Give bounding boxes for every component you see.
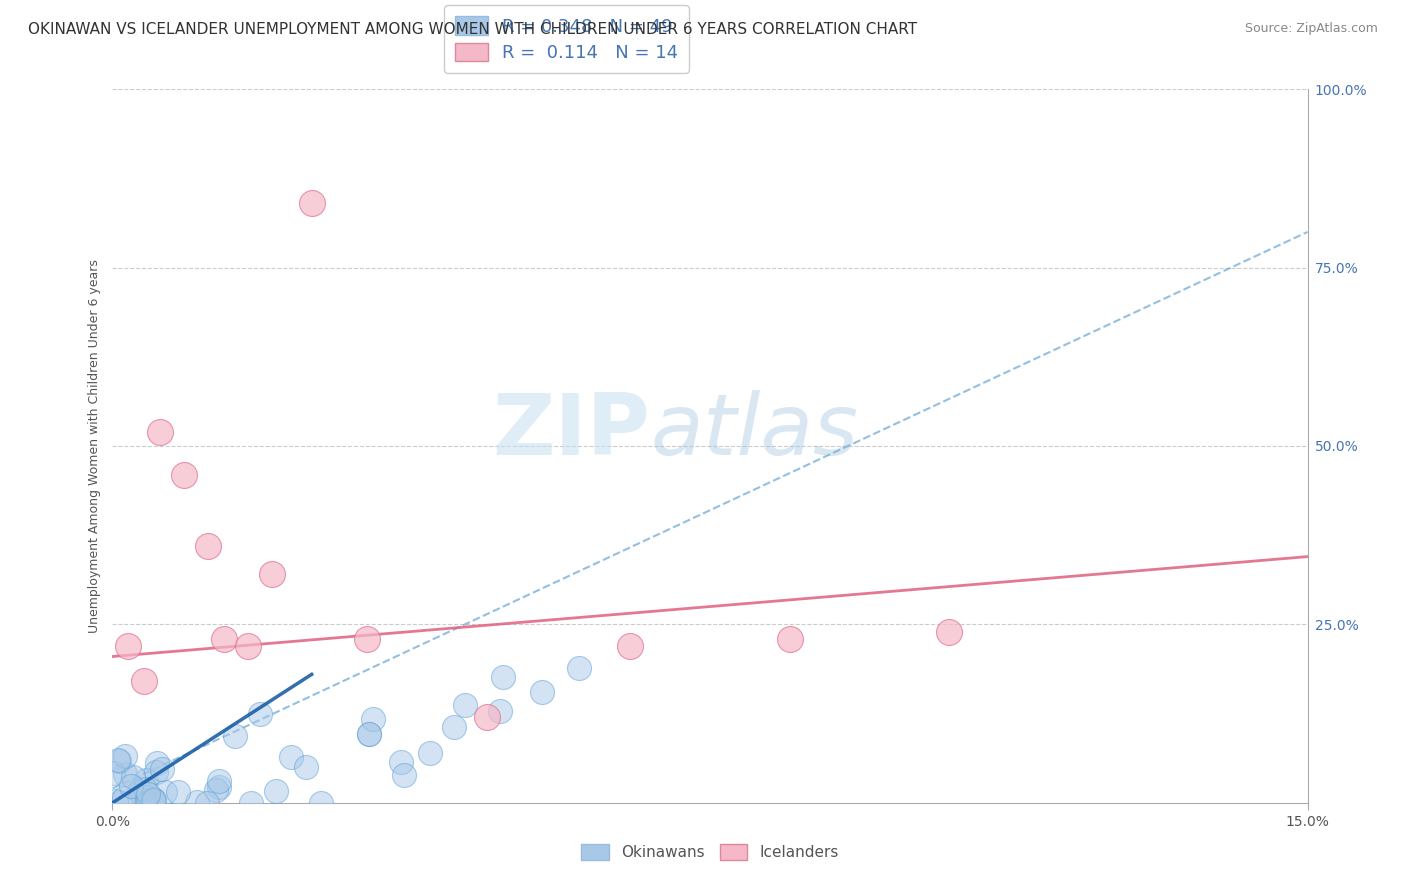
Point <box>107 753 129 767</box>
Point <box>134 674 156 689</box>
Point <box>389 755 412 769</box>
Text: ZIP: ZIP <box>492 390 651 474</box>
Point <box>454 698 477 713</box>
Point <box>443 720 465 734</box>
Point <box>112 791 135 805</box>
Point <box>135 772 157 787</box>
Point <box>359 727 381 741</box>
Point <box>280 749 302 764</box>
Point <box>779 632 801 646</box>
Text: atlas: atlas <box>651 390 858 474</box>
Point <box>224 729 246 743</box>
Point <box>309 796 332 810</box>
Point <box>143 793 166 807</box>
Point <box>205 783 228 797</box>
Point <box>145 765 167 780</box>
Point <box>260 567 283 582</box>
Text: OKINAWAN VS ICELANDER UNEMPLOYMENT AMONG WOMEN WITH CHILDREN UNDER 6 YEARS CORRE: OKINAWAN VS ICELANDER UNEMPLOYMENT AMONG… <box>28 22 917 37</box>
Point <box>114 767 136 781</box>
Point <box>167 785 190 799</box>
Point <box>492 670 515 684</box>
Point <box>173 467 195 482</box>
Point <box>150 762 173 776</box>
Point <box>155 784 177 798</box>
Text: Source: ZipAtlas.com: Source: ZipAtlas.com <box>1244 22 1378 36</box>
Point <box>392 767 415 781</box>
Point <box>208 773 231 788</box>
Point <box>419 746 441 760</box>
Point <box>135 795 157 809</box>
Point <box>101 766 124 780</box>
Point <box>197 539 219 553</box>
Point <box>149 425 172 439</box>
Point <box>114 748 136 763</box>
Point <box>105 794 128 808</box>
Point <box>145 756 167 770</box>
Point <box>212 632 235 646</box>
Point <box>488 705 510 719</box>
Point <box>117 639 139 653</box>
Point <box>108 796 131 810</box>
Point <box>361 712 384 726</box>
Point <box>619 639 641 653</box>
Point <box>356 632 378 646</box>
Point <box>475 710 498 724</box>
Point <box>142 792 165 806</box>
Point <box>295 760 318 774</box>
Point <box>128 783 150 797</box>
Legend: Okinawans, Icelanders: Okinawans, Icelanders <box>575 838 845 866</box>
Point <box>938 624 960 639</box>
Point <box>240 796 263 810</box>
Point <box>264 784 287 798</box>
Y-axis label: Unemployment Among Women with Children Under 6 years: Unemployment Among Women with Children U… <box>89 259 101 633</box>
Point <box>530 685 553 699</box>
Point <box>208 780 231 794</box>
Point <box>120 779 142 793</box>
Point <box>359 727 381 741</box>
Point <box>138 788 160 802</box>
Point <box>236 639 259 653</box>
Point <box>186 795 208 809</box>
Point <box>135 790 157 805</box>
Point <box>249 706 271 721</box>
Point <box>108 754 131 768</box>
Point <box>197 796 219 810</box>
Point <box>134 782 156 797</box>
Point <box>301 196 323 211</box>
Point <box>121 770 143 784</box>
Point <box>142 792 165 806</box>
Point <box>131 782 153 797</box>
Point <box>568 661 591 675</box>
